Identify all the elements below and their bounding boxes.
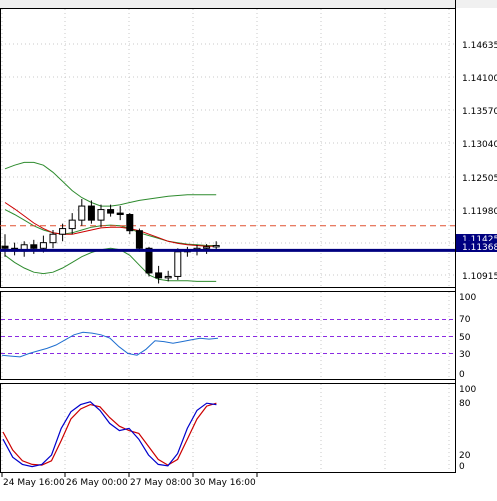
price-series [0, 161, 455, 284]
candle-body [116, 212, 124, 216]
current-price-label: 1.11368 [462, 243, 497, 253]
last-price-tag-partial: 1.11425 [462, 235, 497, 245]
rsi-scale-label: 100 [459, 293, 476, 303]
stoch-scale-label: 100 [459, 385, 476, 395]
moving-average-line [4, 202, 217, 247]
rsi-scale-label: 50 [459, 333, 471, 343]
candle-body [203, 246, 211, 249]
stochastic-series [2, 401, 217, 468]
price-scale-label: 1.10915 [462, 272, 497, 282]
candle-body [174, 251, 182, 277]
price-scale-label: 1.14635 [462, 41, 497, 51]
candle-body [164, 275, 172, 279]
candle-body [107, 209, 115, 214]
candle-body [59, 228, 67, 235]
candle-body [145, 247, 153, 274]
candle-body [49, 233, 57, 244]
candle-body [155, 272, 163, 279]
price-scale-label: 1.12505 [462, 174, 497, 184]
time-axis-label: 24 May 16:00 [3, 478, 65, 488]
candle-body [97, 209, 105, 221]
time-axis-label: 30 May 16:00 [194, 478, 256, 488]
candle-body [68, 219, 76, 230]
candle-body [39, 242, 47, 249]
rsi-scale-label: 30 [459, 350, 471, 360]
candle-body [126, 214, 134, 232]
price-panel[interactable] [0, 8, 456, 288]
time-axis-label: 27 May 08:00 [130, 478, 192, 488]
rsi-scale-label: 0 [459, 370, 465, 380]
price-scale-label: 1.13040 [462, 140, 497, 150]
stoch-scale-label: 20 [459, 451, 471, 461]
price-scale-label: 1.11980 [462, 207, 497, 217]
current-price-tag [456, 241, 497, 252]
stoch-scale-label: 80 [459, 399, 471, 409]
candle-body [135, 230, 143, 249]
rsi-panel[interactable] [0, 291, 456, 380]
last-price-tag-bg [456, 234, 497, 242]
price-scale-label: 1.14100 [462, 74, 497, 84]
time-axis-label: 26 May 00:00 [66, 478, 128, 488]
rsi-series [1, 319, 455, 358]
price-scale-label: 1.13570 [462, 107, 497, 117]
candle-body [30, 244, 38, 249]
bollinger-middle-line [4, 209, 217, 246]
rsi-scale-label: 70 [459, 315, 471, 325]
candle-body [78, 205, 86, 221]
candle-body [87, 205, 95, 221]
rsi-line [1, 331, 219, 358]
toolbar [0, 0, 497, 8]
stochastic-panel[interactable] [0, 383, 456, 473]
candle-body [1, 245, 9, 249]
bollinger-lower-line [4, 247, 217, 282]
stochastic-main-line [2, 401, 217, 468]
stoch-scale-label: 0 [459, 462, 465, 472]
candle-body [212, 244, 220, 248]
